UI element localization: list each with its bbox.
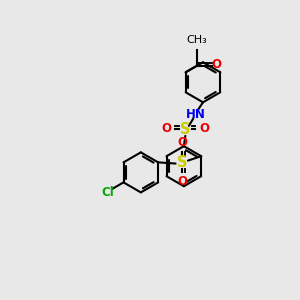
Text: S: S [180,122,190,137]
Text: HN: HN [186,108,206,121]
Text: O: O [177,175,187,188]
Text: Cl: Cl [101,186,114,199]
Text: O: O [211,58,221,71]
Text: CH₃: CH₃ [187,35,207,45]
Text: O: O [161,122,172,135]
Text: O: O [177,136,187,149]
Text: O: O [199,122,209,135]
Text: S: S [177,154,187,169]
